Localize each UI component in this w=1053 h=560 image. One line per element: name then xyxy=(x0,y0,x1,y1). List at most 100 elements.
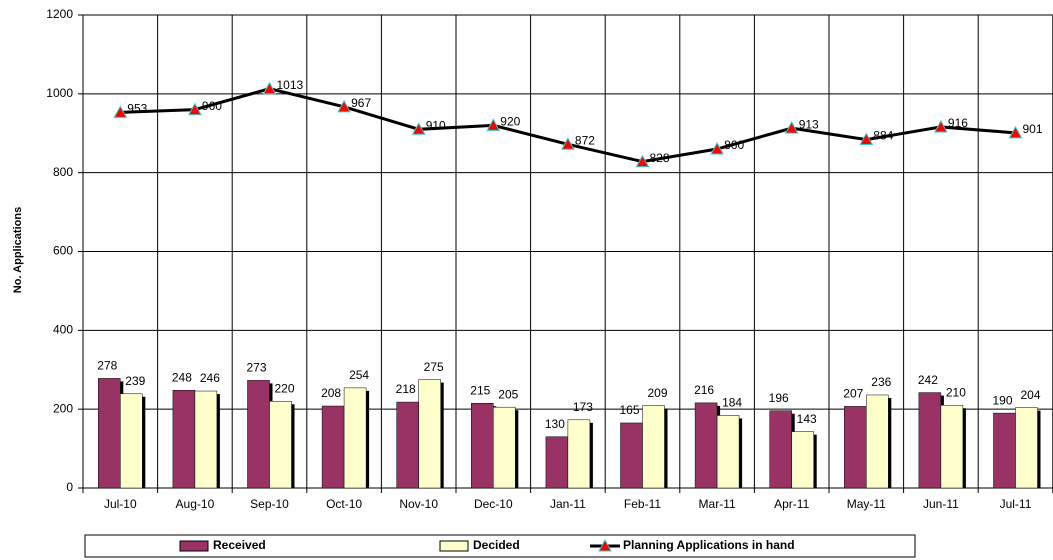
bar xyxy=(918,392,942,489)
marker xyxy=(635,154,650,168)
marker xyxy=(337,99,351,113)
data-label: 278 xyxy=(97,359,117,373)
bar xyxy=(567,419,591,489)
data-label: 207 xyxy=(843,387,863,401)
data-label: 220 xyxy=(274,381,294,395)
data-label: 204 xyxy=(1020,388,1040,402)
y-tick-label: 1000 xyxy=(46,86,73,100)
marker xyxy=(561,137,575,150)
y-tick-label: 800 xyxy=(53,165,73,179)
bar xyxy=(321,405,345,489)
data-label: 242 xyxy=(918,373,938,387)
data-label: 275 xyxy=(424,360,444,374)
bar xyxy=(247,380,270,489)
marker xyxy=(486,118,501,131)
bar xyxy=(396,401,419,489)
x-tick-label: Jun-11 xyxy=(923,497,959,511)
bar xyxy=(471,403,494,489)
legend-swatch xyxy=(179,540,209,552)
bar xyxy=(418,379,441,489)
bar xyxy=(940,404,964,489)
data-label: 920 xyxy=(500,115,520,129)
marker xyxy=(113,105,128,118)
x-tick-label: Jan-11 xyxy=(550,497,586,511)
bar xyxy=(716,415,740,489)
legend-label: Decided xyxy=(473,538,520,552)
bar xyxy=(993,412,1016,489)
y-tick-label: 200 xyxy=(53,401,73,415)
bar xyxy=(98,378,121,489)
x-tick-label: Jul-10 xyxy=(104,497,137,511)
data-label: 210 xyxy=(946,385,966,399)
x-tick-label: Oct-10 xyxy=(326,497,362,511)
bar xyxy=(620,422,643,489)
marker xyxy=(411,122,426,135)
legend-marker xyxy=(598,538,612,552)
data-label: 273 xyxy=(246,361,266,375)
data-label: 901 xyxy=(1023,122,1043,136)
data-label: 130 xyxy=(545,417,565,431)
line xyxy=(120,87,1016,164)
x-tick-label: Dec-10 xyxy=(474,497,513,511)
y-tick-label: 0 xyxy=(66,480,73,494)
bar xyxy=(172,389,196,489)
x-tick-label: May-11 xyxy=(847,497,886,511)
marker xyxy=(1008,125,1023,139)
bar xyxy=(194,390,218,489)
bar xyxy=(642,405,665,489)
data-label: 913 xyxy=(799,117,819,131)
data-label: 960 xyxy=(202,99,222,113)
data-label: 953 xyxy=(127,102,147,116)
bar xyxy=(844,406,867,489)
bar xyxy=(545,436,569,489)
data-label: 916 xyxy=(948,116,968,130)
bar xyxy=(791,431,814,489)
data-label: 216 xyxy=(694,383,714,397)
y-tick-label: 400 xyxy=(53,323,73,337)
data-label: 184 xyxy=(722,396,742,410)
x-tick-label: Feb-11 xyxy=(624,497,661,511)
x-tick-label: Mar-11 xyxy=(699,497,736,511)
data-label: 190 xyxy=(992,393,1012,407)
y-tick-label: 600 xyxy=(53,244,73,258)
legend-box xyxy=(84,534,916,558)
marker xyxy=(784,121,799,134)
bar xyxy=(343,387,367,489)
data-label: 872 xyxy=(575,133,595,147)
bar xyxy=(493,406,516,489)
x-tick-label: Nov-10 xyxy=(399,497,438,511)
x-tick-label: Sep-10 xyxy=(250,497,289,511)
data-label: 239 xyxy=(125,374,145,388)
data-label: 218 xyxy=(396,382,416,396)
data-label: 884 xyxy=(873,129,893,143)
data-label: 215 xyxy=(470,383,490,397)
data-label: 196 xyxy=(769,391,789,405)
marker xyxy=(859,132,874,146)
data-label: 143 xyxy=(797,412,817,426)
legend-label: Planning Applications in hand xyxy=(623,538,795,552)
data-label: 208 xyxy=(321,386,341,400)
data-label: 1013 xyxy=(277,78,304,92)
bar xyxy=(769,410,792,489)
data-label: 165 xyxy=(619,403,639,417)
data-label: 254 xyxy=(349,368,369,382)
x-tick-label: Apr-11 xyxy=(774,497,809,511)
data-label: 209 xyxy=(647,386,667,400)
marker xyxy=(188,102,202,116)
bar xyxy=(694,402,718,489)
data-label: 828 xyxy=(650,151,670,165)
bar xyxy=(120,393,143,489)
bar xyxy=(1015,407,1038,489)
legend-label: Received xyxy=(213,538,266,552)
data-label: 173 xyxy=(573,400,593,414)
marker xyxy=(934,119,948,133)
data-label: 967 xyxy=(351,96,371,110)
bar xyxy=(866,394,889,489)
marker xyxy=(710,141,724,155)
data-label: 860 xyxy=(724,138,744,152)
data-label: 236 xyxy=(871,375,891,389)
x-tick-label: Jul-11 xyxy=(1000,497,1032,511)
legend-swatch xyxy=(439,540,469,552)
data-label: 910 xyxy=(426,118,446,132)
